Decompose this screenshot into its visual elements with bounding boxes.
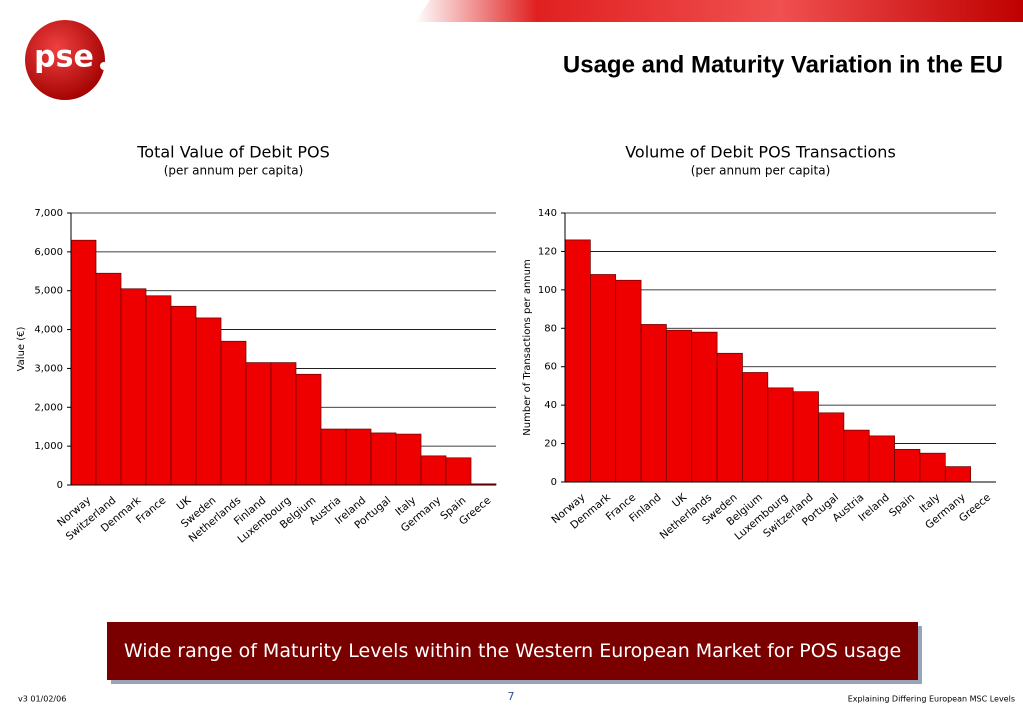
y-tick-label: 120 xyxy=(538,246,557,257)
bar xyxy=(220,340,247,486)
y-tick-label: 6,000 xyxy=(34,247,63,258)
footer-version: v3 01/02/06 xyxy=(18,695,66,704)
x-tick-label: Spain xyxy=(887,491,917,519)
slide-title: Usage and Maturity Variation in the EU xyxy=(563,51,1003,78)
bar xyxy=(640,324,667,483)
bar xyxy=(590,274,617,483)
logo-text: pse xyxy=(34,40,94,75)
y-tick-label: 5,000 xyxy=(34,286,63,297)
bar xyxy=(95,272,122,486)
chart-title: Total Value of Debit POS xyxy=(136,143,330,162)
y-tick-label: 4,000 xyxy=(34,325,63,336)
bar xyxy=(843,429,870,483)
bar xyxy=(894,448,921,483)
y-tick-label: 140 xyxy=(538,208,557,219)
bar xyxy=(270,362,297,486)
bar xyxy=(320,428,347,486)
y-tick-label: 40 xyxy=(544,400,557,411)
y-tick-label: 80 xyxy=(544,323,557,334)
y-tick-label: 2,000 xyxy=(34,402,63,413)
y-tick-label: 100 xyxy=(538,285,557,296)
chart-title: Volume of Debit POS Transactions xyxy=(625,143,896,162)
y-tick-label: 3,000 xyxy=(34,363,63,374)
header-band xyxy=(415,0,1023,22)
bar xyxy=(370,432,397,486)
logo-circle xyxy=(25,20,105,100)
y-tick-label: 0 xyxy=(57,480,63,491)
bar xyxy=(195,317,222,486)
y-tick-label: 1,000 xyxy=(34,441,63,452)
bar xyxy=(792,391,819,483)
footer-note: Explaining Differing European MSC Levels xyxy=(848,695,1015,704)
bar xyxy=(691,331,718,483)
bar xyxy=(170,305,197,486)
bar xyxy=(70,239,97,486)
y-tick-label: 0 xyxy=(551,477,557,488)
y-tick-label: 20 xyxy=(544,439,557,450)
bar xyxy=(919,452,946,483)
bar xyxy=(818,412,845,483)
bar xyxy=(944,466,971,483)
footer-page: 7 xyxy=(508,690,515,703)
bar xyxy=(716,352,743,483)
bar xyxy=(120,288,147,486)
bar xyxy=(420,455,447,486)
y-axis-label: Number of Transactions per annum xyxy=(522,259,533,435)
bar xyxy=(295,373,322,486)
bar xyxy=(615,279,642,483)
callout: Wide range of Maturity Levels within the… xyxy=(107,622,918,680)
bar xyxy=(742,372,769,483)
bar xyxy=(868,435,895,483)
bar xyxy=(767,387,794,483)
y-tick-label: 60 xyxy=(544,362,557,373)
bar xyxy=(345,428,372,486)
chart-subtitle: (per annum per capita) xyxy=(164,164,304,178)
bar xyxy=(666,329,693,483)
bar xyxy=(245,362,272,486)
bar xyxy=(395,433,422,486)
y-axis-label: Value (€) xyxy=(16,327,27,372)
bar xyxy=(145,295,172,486)
chart-subtitle: (per annum per capita) xyxy=(691,164,831,178)
bar xyxy=(564,239,591,483)
logo-dot xyxy=(100,62,108,70)
y-tick-label: 7,000 xyxy=(34,208,63,219)
bar xyxy=(445,457,472,486)
